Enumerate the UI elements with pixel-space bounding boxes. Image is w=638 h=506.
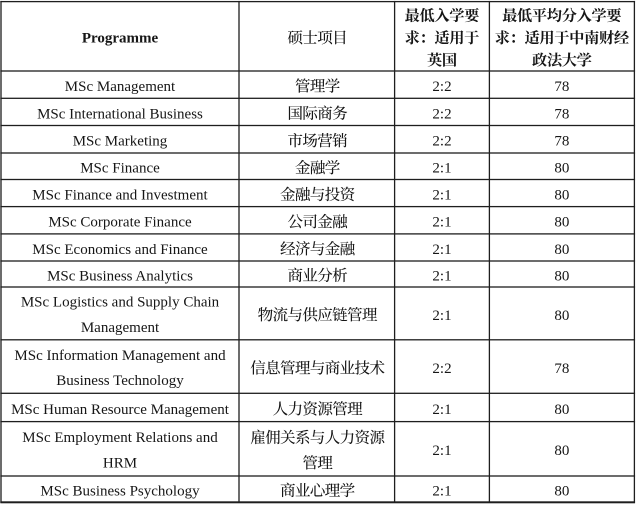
svg-text:MSc Business Analytics: MSc Business Analytics (47, 268, 193, 284)
svg-text:2:1: 2:1 (432, 215, 451, 231)
svg-text:78: 78 (554, 106, 569, 122)
svg-text:78: 78 (554, 134, 569, 150)
svg-text:2:1: 2:1 (432, 402, 451, 418)
svg-text:2:1: 2:1 (432, 484, 451, 500)
svg-text:MSc Business Psychology: MSc Business Psychology (40, 484, 200, 500)
svg-text:HRM: HRM (103, 455, 137, 471)
svg-text:80: 80 (554, 484, 569, 500)
svg-text:80: 80 (554, 215, 569, 231)
svg-text:80: 80 (554, 188, 569, 204)
svg-text:2:1: 2:1 (432, 308, 451, 324)
svg-text:MSc Finance: MSc Finance (80, 161, 160, 177)
svg-text:MSc Economics and Finance: MSc Economics and Finance (32, 242, 208, 258)
svg-text:80: 80 (554, 308, 569, 324)
svg-text:80: 80 (554, 402, 569, 418)
svg-text:2:1: 2:1 (432, 188, 451, 204)
svg-text:MSc Corporate Finance: MSc Corporate Finance (48, 215, 192, 231)
svg-text:Business Technology: Business Technology (56, 373, 184, 389)
svg-text:2:1: 2:1 (432, 443, 451, 459)
svg-text:MSc Human Resource Management: MSc Human Resource Management (11, 402, 230, 418)
svg-text:80: 80 (554, 443, 569, 459)
svg-text:MSc Marketing: MSc Marketing (73, 134, 168, 150)
svg-text:Programme: Programme (82, 31, 159, 47)
svg-text:MSc Information Management and: MSc Information Management and (14, 348, 226, 364)
svg-text:2:1: 2:1 (432, 268, 451, 284)
svg-text:80: 80 (554, 242, 569, 258)
svg-text:MSc International Business: MSc International Business (37, 106, 203, 122)
svg-text:78: 78 (554, 361, 569, 377)
svg-text:80: 80 (554, 161, 569, 177)
svg-text:80: 80 (554, 268, 569, 284)
svg-text:2:2: 2:2 (432, 79, 451, 95)
svg-text:2:1: 2:1 (432, 161, 451, 177)
svg-text:2:2: 2:2 (432, 134, 451, 150)
svg-text:Management: Management (81, 320, 160, 336)
svg-text:2:1: 2:1 (432, 242, 451, 258)
svg-text:2:2: 2:2 (432, 361, 451, 377)
svg-text:MSc Logistics and Supply Chain: MSc Logistics and Supply Chain (21, 295, 220, 311)
svg-text:2:2: 2:2 (432, 106, 451, 122)
svg-text:MSc Finance and Investment: MSc Finance and Investment (32, 188, 208, 204)
svg-text:78: 78 (554, 79, 569, 95)
svg-text:MSc Management: MSc Management (65, 79, 176, 95)
svg-text:MSc Employment Relations and: MSc Employment Relations and (22, 430, 218, 446)
